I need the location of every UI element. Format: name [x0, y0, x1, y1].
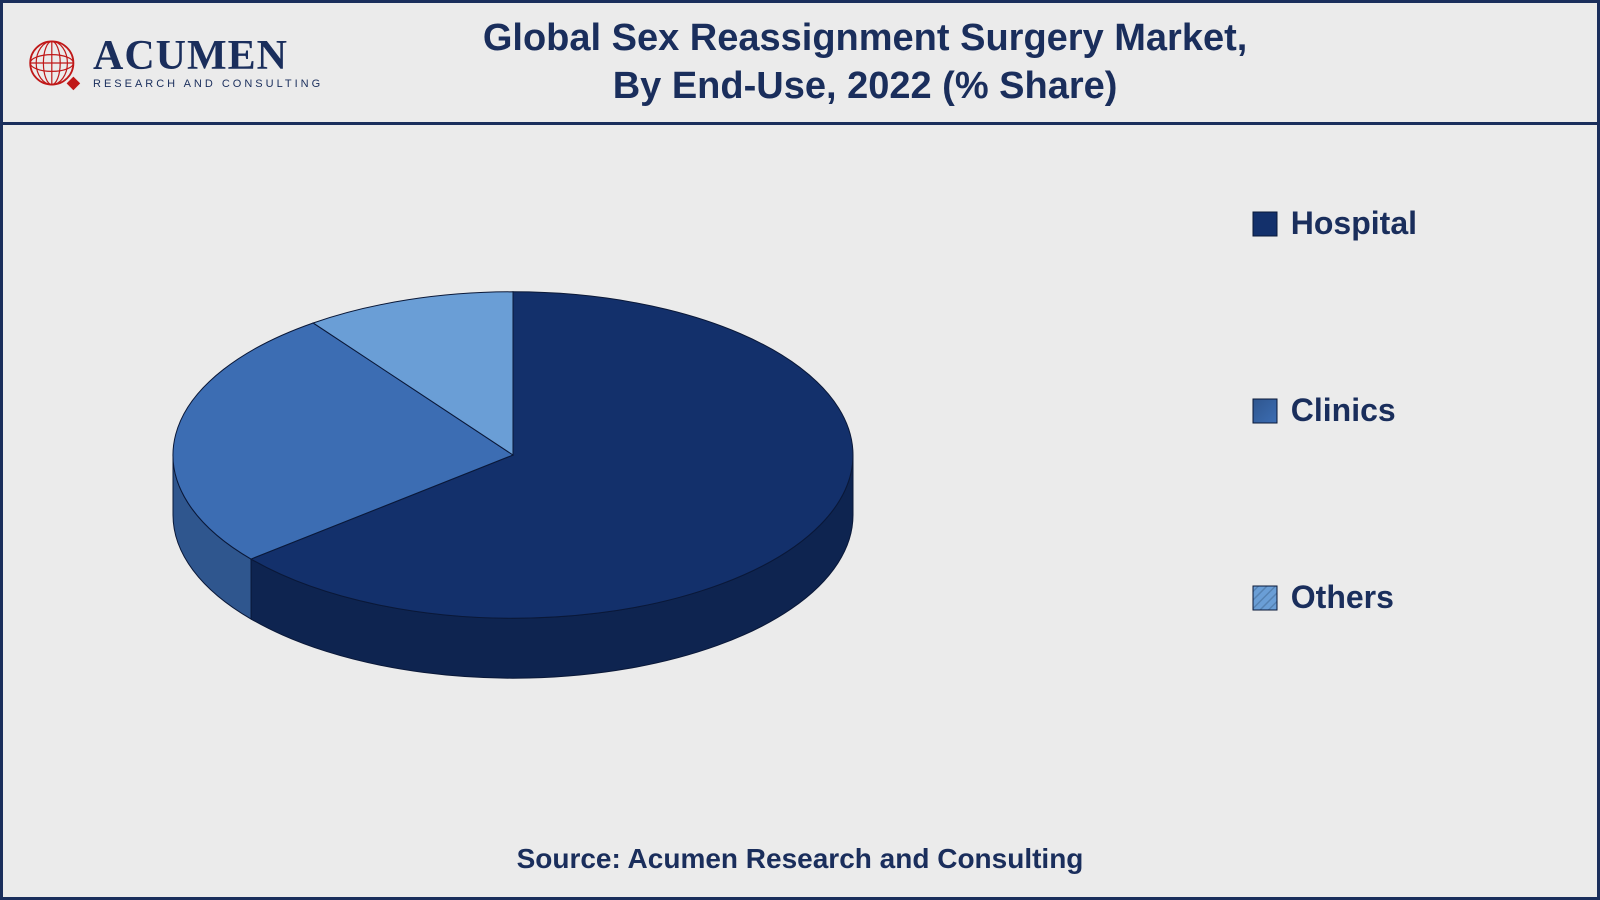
pie-chart [153, 245, 873, 745]
globe-icon [23, 33, 83, 93]
title-line-2: By End-Use, 2022 (% Share) [353, 63, 1377, 111]
legend-label: Others [1291, 579, 1394, 616]
logo: ACUMEN RESEARCH AND CONSULTING [23, 33, 323, 93]
logo-brand-sub: RESEARCH AND CONSULTING [93, 79, 323, 90]
legend-label: Hospital [1291, 205, 1417, 242]
source-citation: Source: Acumen Research and Consulting [3, 843, 1597, 897]
title-line-1: Global Sex Reassignment Surgery Market, [353, 15, 1377, 63]
legend-item: Clinics [1251, 392, 1417, 429]
logo-brand-main: ACUMEN [93, 35, 323, 77]
legend-item: Hospital [1251, 205, 1417, 242]
logo-text: ACUMEN RESEARCH AND CONSULTING [93, 35, 323, 90]
legend-item: Others [1251, 579, 1417, 616]
legend-marker-icon [1251, 210, 1279, 238]
legend-label: Clinics [1291, 392, 1396, 429]
chart-title: Global Sex Reassignment Surgery Market, … [353, 15, 1577, 110]
outer-frame: ACUMEN RESEARCH AND CONSULTING Global Se… [0, 0, 1600, 900]
legend-marker-icon [1251, 584, 1279, 612]
chart-area: Hospital Clinics Others [3, 125, 1597, 843]
header-bar: ACUMEN RESEARCH AND CONSULTING Global Se… [3, 3, 1597, 125]
legend-marker-icon [1251, 397, 1279, 425]
legend: Hospital Clinics Others [1251, 205, 1417, 616]
